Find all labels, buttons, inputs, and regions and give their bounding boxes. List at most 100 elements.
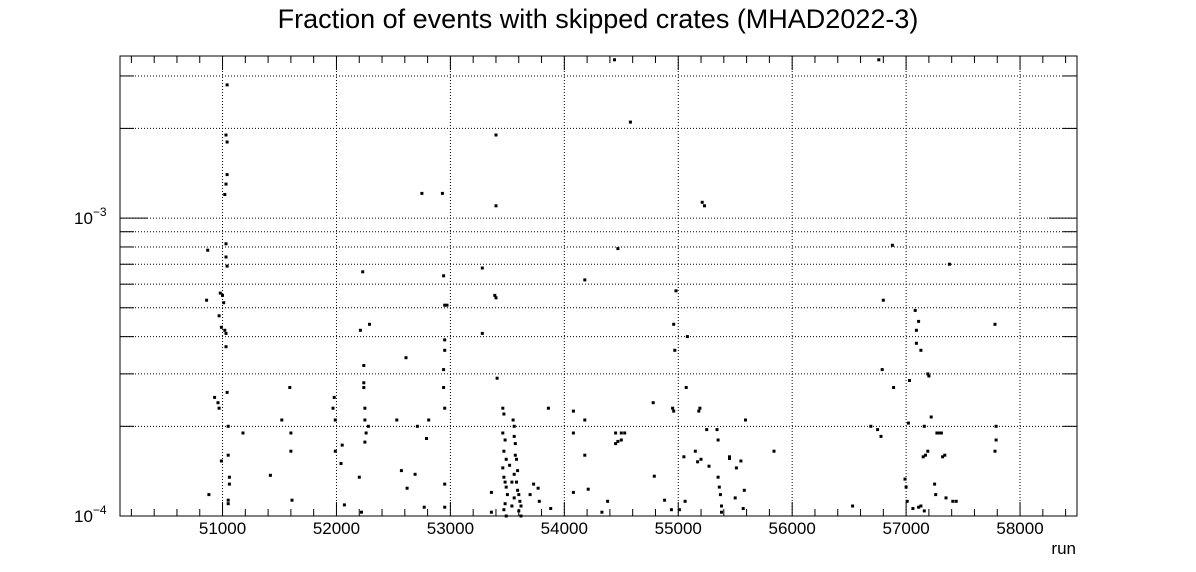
- data-point: [440, 191, 444, 195]
- data-point: [905, 499, 909, 503]
- x-tick-label: 56000: [769, 519, 816, 538]
- data-point: [908, 379, 911, 382]
- tick-labels: 51000 52000 53000 54000 55000 56000 57000 58000…: [74, 205, 1044, 538]
- data-point: [698, 406, 702, 410]
- data-point: [368, 322, 371, 326]
- data-point: [926, 372, 930, 376]
- data-point: [289, 431, 293, 435]
- data-point: [206, 248, 210, 252]
- data-point: [929, 415, 933, 419]
- data-point: [720, 504, 723, 508]
- data-point: [583, 418, 587, 422]
- data-point: [219, 459, 223, 463]
- data-point: [518, 499, 522, 503]
- data-point: [413, 472, 417, 476]
- data-point: [672, 322, 676, 326]
- data-point: [944, 496, 948, 500]
- data-point: [943, 453, 947, 457]
- data-point: [892, 386, 896, 389]
- data-point: [217, 314, 221, 318]
- data-point: [880, 368, 884, 372]
- data-point: [586, 487, 590, 491]
- data-point: [495, 376, 499, 380]
- data-point: [739, 459, 743, 463]
- data-point: [442, 386, 446, 389]
- data-point: [362, 364, 366, 367]
- data-point: [364, 431, 368, 435]
- data-point: [917, 319, 921, 323]
- data-point: [502, 449, 506, 453]
- data-point: [333, 449, 337, 453]
- data-point: [494, 133, 498, 137]
- data-point: [224, 255, 228, 259]
- data-point: [280, 418, 284, 422]
- data-point: [600, 510, 604, 514]
- data-point: [395, 418, 399, 422]
- data-point: [268, 473, 272, 477]
- data-point: [404, 356, 408, 360]
- data-point: [606, 499, 610, 503]
- data-point: [904, 485, 908, 489]
- data-point: [513, 442, 517, 446]
- data-point: [442, 274, 446, 278]
- data-point: [503, 438, 507, 442]
- data-point: [494, 296, 498, 300]
- data-point: [513, 453, 517, 457]
- data-point: [699, 457, 703, 461]
- data-point: [546, 406, 550, 410]
- data-point: [288, 386, 292, 389]
- data-point: [224, 133, 228, 137]
- data-point: [225, 173, 229, 177]
- data-point: [715, 428, 719, 432]
- data-point: [917, 505, 921, 509]
- data-points: [205, 58, 998, 518]
- data-point: [696, 460, 700, 464]
- data-point: [502, 412, 506, 416]
- data-point: [671, 406, 675, 410]
- data-point: [358, 328, 362, 332]
- data-point: [613, 58, 616, 62]
- data-point: [619, 431, 623, 435]
- data-point: [504, 457, 508, 461]
- data-point: [217, 406, 221, 410]
- data-point: [489, 490, 493, 494]
- data-point: [480, 331, 484, 335]
- data-point: [225, 83, 229, 87]
- data-point: [501, 406, 505, 410]
- data-point: [362, 381, 366, 385]
- data-point: [903, 477, 907, 481]
- data-point: [935, 431, 939, 435]
- data-point: [911, 507, 915, 510]
- data-point: [993, 449, 997, 453]
- data-point: [363, 440, 367, 444]
- data-point: [693, 449, 697, 453]
- data-point: [919, 504, 923, 508]
- data-point: [744, 418, 747, 422]
- data-point: [221, 293, 224, 297]
- data-point: [222, 301, 226, 305]
- data-point: [720, 510, 723, 514]
- data-point: [728, 455, 731, 459]
- data-point: [700, 200, 704, 204]
- data-point: [685, 335, 689, 339]
- data-point: [511, 418, 515, 422]
- data-point: [225, 264, 229, 268]
- data-point: [442, 368, 446, 372]
- data-point: [937, 431, 941, 435]
- data-point: [532, 482, 536, 486]
- x-tick-label: 57000: [882, 519, 929, 538]
- data-point: [502, 508, 506, 512]
- data-point: [993, 322, 997, 326]
- data-point: [227, 475, 231, 479]
- data-point: [332, 395, 336, 399]
- chart-title: Fraction of events with skipped crates (…: [278, 4, 919, 34]
- data-point: [614, 442, 618, 446]
- data-point: [515, 457, 518, 461]
- data-point: [890, 243, 894, 247]
- data-point: [536, 486, 540, 490]
- data-point: [583, 278, 587, 282]
- data-point: [683, 499, 687, 503]
- data-point: [489, 510, 493, 514]
- data-point: [914, 341, 918, 345]
- data-point: [614, 431, 618, 435]
